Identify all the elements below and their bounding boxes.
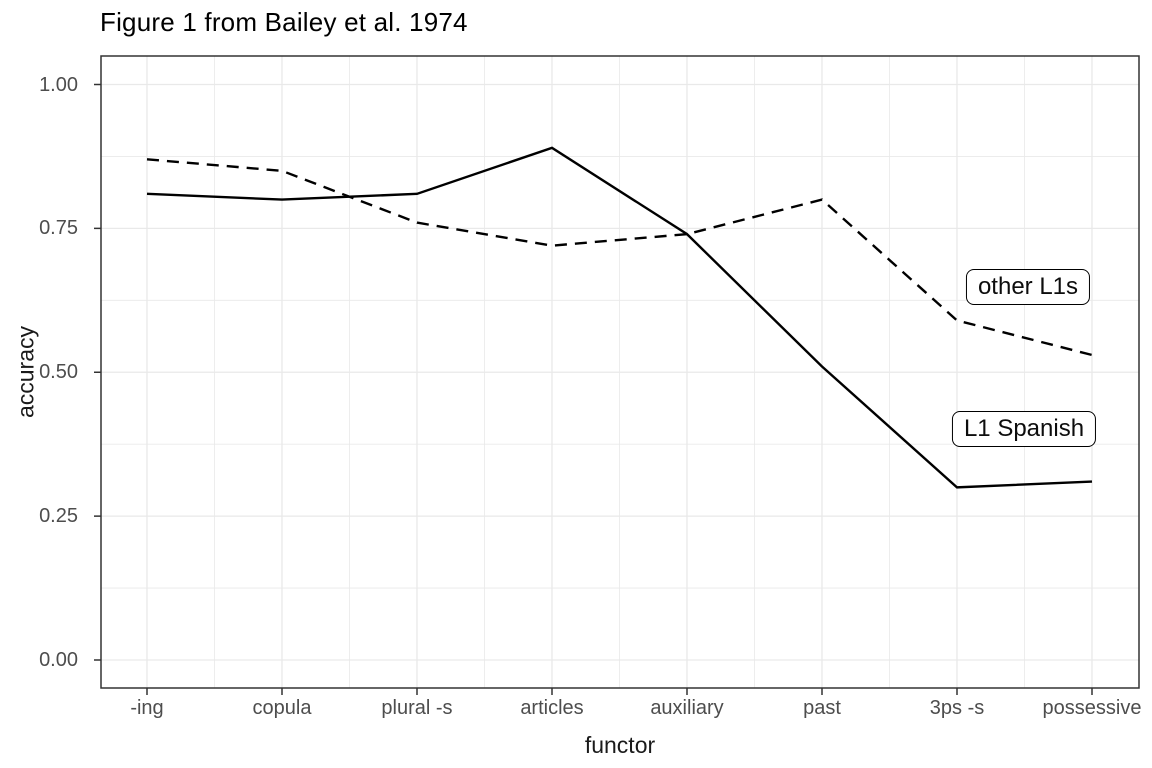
other-l1s-label: other L1s xyxy=(965,269,1091,305)
x-tick-label: past xyxy=(803,697,841,719)
x-tick-label: 3ps -s xyxy=(929,697,985,719)
y-tick-label: 1.00 xyxy=(39,73,78,96)
x-tick-label: plural -s xyxy=(381,697,453,719)
y-tick-label: 0.50 xyxy=(39,361,78,384)
chart-title: Figure 1 from Bailey et al. 1974 xyxy=(100,7,468,37)
l1-spanish-label: L1 Spanish xyxy=(951,411,1097,447)
major-gridlines xyxy=(101,56,1139,688)
other-l1s-line xyxy=(146,158,1093,357)
x-tick-label: possessive xyxy=(1042,697,1142,719)
y-tick-label: 0.75 xyxy=(39,217,78,240)
y-tick-label: 0.00 xyxy=(39,649,78,671)
x-tick-label: -ing xyxy=(130,697,164,719)
x-tick-label: articles xyxy=(520,697,584,719)
x-tick-label: copula xyxy=(252,697,312,719)
x-axis-title: functor xyxy=(584,732,656,758)
y-tick-label: 0.25 xyxy=(39,505,78,528)
x-tick-label: auxiliary xyxy=(650,697,724,719)
l1-spanish-line xyxy=(146,146,1093,489)
axis-ticks xyxy=(94,83,1093,695)
